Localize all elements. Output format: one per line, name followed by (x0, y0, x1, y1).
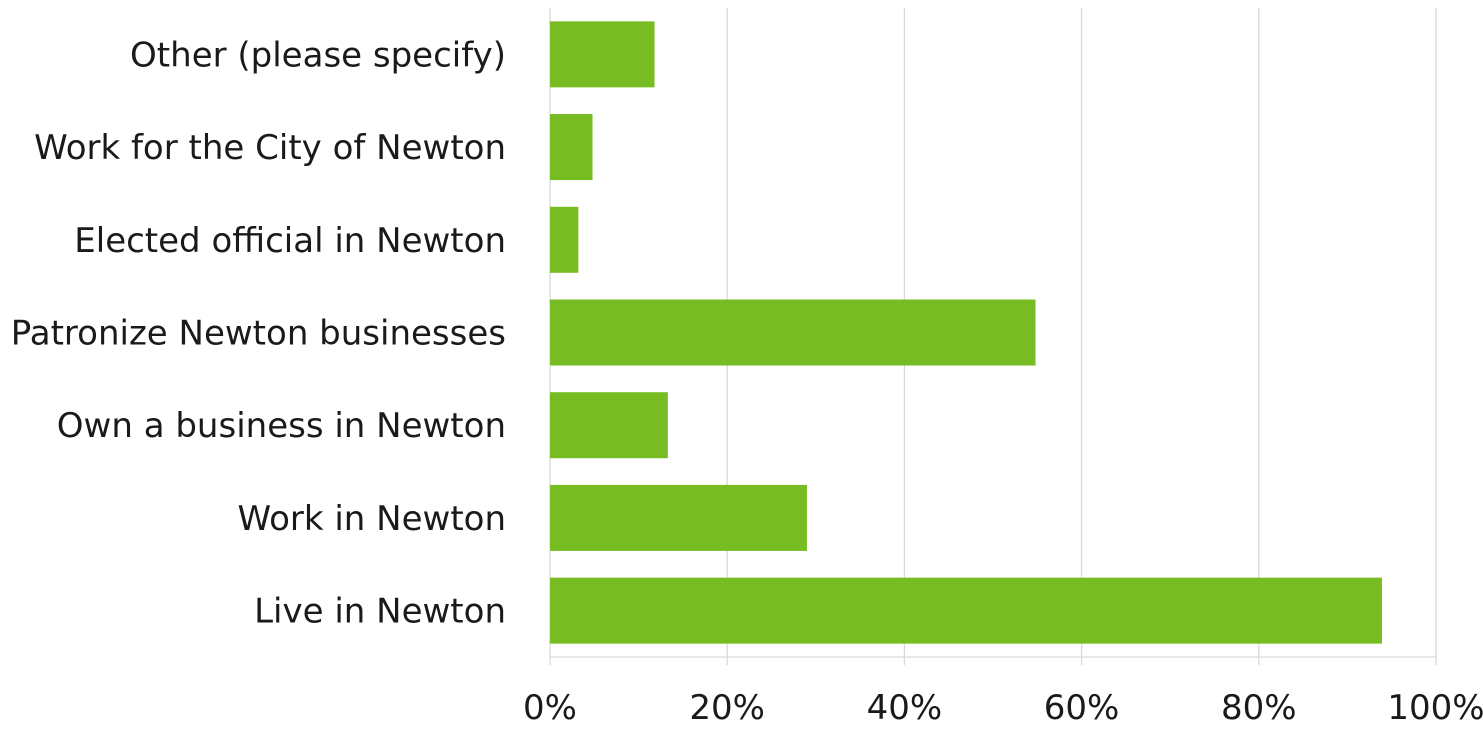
category-label: Work for the City of Newton (34, 128, 506, 168)
x-tick-label: 40% (867, 688, 943, 728)
x-tick-label: 60% (1044, 688, 1120, 728)
bar-work-in-newton (550, 484, 807, 551)
x-tick-label: 0% (523, 688, 577, 728)
bar-elected-official-in-newton (550, 206, 579, 273)
category-labels: Other (please specify) Work for the City … (11, 35, 506, 631)
x-tick-label: 20% (689, 688, 765, 728)
category-label: Patronize Newton businesses (11, 314, 506, 354)
category-label: Other (please specify) (130, 35, 506, 75)
x-tick-label: 100% (1387, 688, 1483, 728)
x-tick-label: 80% (1221, 688, 1297, 728)
category-label: Elected official in Newton (74, 221, 506, 261)
category-label: Own a business in Newton (57, 406, 506, 446)
bar-own-a-business-in-newton (550, 392, 668, 459)
bars (550, 21, 1382, 644)
x-axis-ticks: 0% 20% 40% 60% 80% 100% (523, 688, 1483, 728)
bar-patronize-newton-businesses (550, 299, 1036, 366)
bar-work-for-the-city-of-newton (550, 114, 593, 181)
category-label: Work in Newton (237, 499, 506, 539)
bar-other-please-specify (550, 21, 655, 88)
bar-live-in-newton (550, 577, 1382, 644)
category-label: Live in Newton (254, 592, 506, 632)
